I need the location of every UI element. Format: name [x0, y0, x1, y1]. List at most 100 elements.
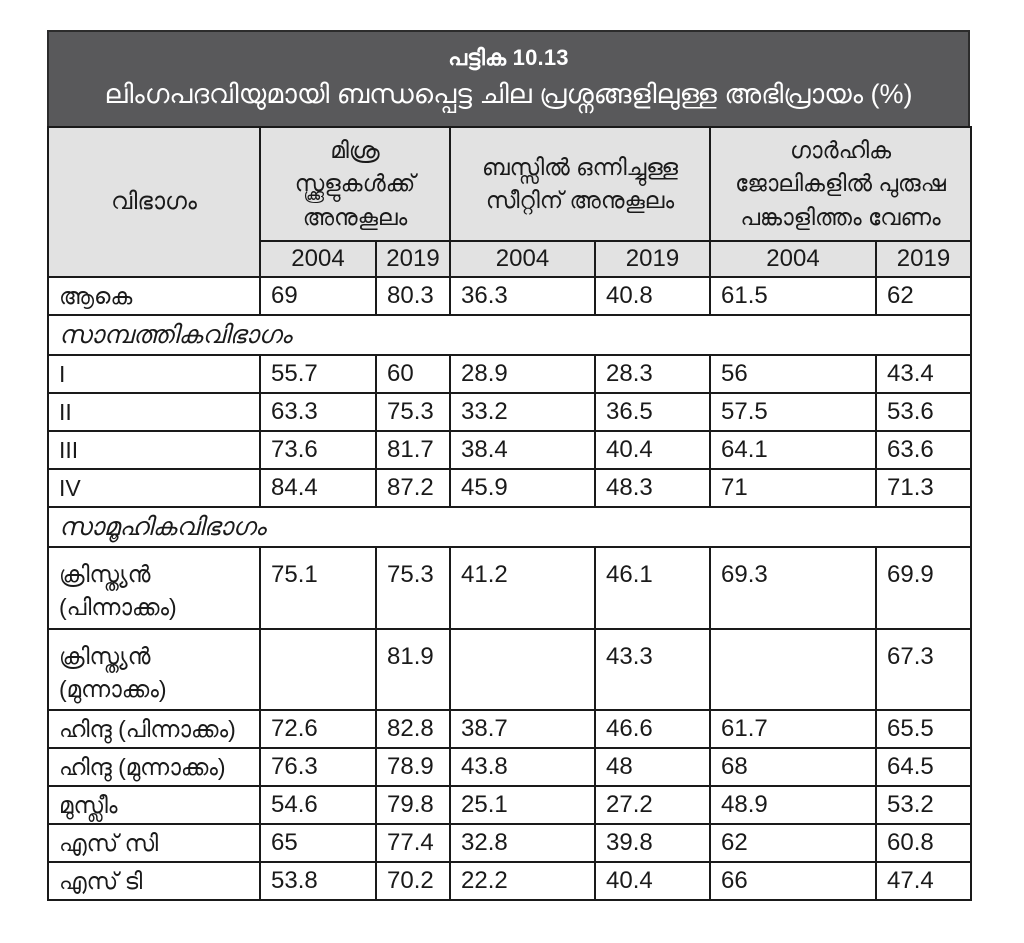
cell-value: 46.1	[594, 546, 711, 630]
cell-value: 80.3	[375, 276, 451, 317]
cell-value: 79.8	[375, 785, 451, 826]
cell-value: 65	[259, 823, 377, 864]
column-group-bus-seating: ബസ്സിൽ ഒന്നിച്ചുള്ള സീറ്റിന് അനുകൂലം	[449, 125, 711, 243]
year-header: 2004	[449, 240, 596, 279]
cell-value: 87.2	[375, 468, 451, 509]
cell-value: 65.5	[875, 709, 972, 750]
cell-value: 69.9	[875, 546, 972, 630]
table-row-hindu-forward: ഹിന്ദു (മുന്നാക്കം) 76.3 78.9 43.8 48 68…	[47, 747, 972, 788]
row-label: എസ് ടി	[47, 861, 261, 902]
year-header-row: 2004 2019 2004 2019 2004 2019	[48, 240, 972, 279]
cell-value: 28.3	[594, 354, 711, 395]
year-header: 2019	[875, 240, 972, 279]
cell-value: 64.5	[875, 747, 972, 788]
cell-value	[709, 627, 877, 712]
cell-value: 41.2	[449, 546, 596, 630]
cell-value: 40.4	[594, 430, 711, 471]
row-label: ഹിന്ദു (പിന്നാക്കം)	[47, 709, 261, 750]
year-header: 2004	[259, 240, 377, 279]
statistics-table: പട്ടിക 10.13 ലിംഗപദവിയുമായി ബന്ധപ്പെട്ട …	[47, 30, 972, 902]
table-row-total: ആകെ 69 80.3 36.3 40.8 61.5 62	[47, 276, 972, 317]
cell-value: 36.3	[449, 276, 596, 317]
table-row-quartile-3: III 73.6 81.7 38.4 40.4 64.1 63.6	[47, 430, 972, 471]
row-label: IV	[47, 468, 261, 509]
cell-value: 47.4	[875, 861, 972, 902]
cell-value: 40.4	[594, 861, 711, 902]
cell-value: 70.2	[375, 861, 451, 902]
row-label: ക്രിസ്ത്യൻ (പിന്നാക്കം)	[47, 546, 261, 630]
table-row-st: എസ് ടി 53.8 70.2 22.2 40.4 66 47.4	[47, 861, 972, 902]
cell-value: 38.4	[449, 430, 596, 471]
table-row-hindu-backward: ഹിന്ദു (പിന്നാക്കം) 72.6 82.8 38.7 46.6 …	[47, 709, 972, 750]
cell-value: 60.8	[875, 823, 972, 864]
table-row-quartile-2: II 63.3 75.3 33.2 36.5 57.5 53.6	[47, 392, 972, 433]
cell-value: 48.3	[594, 468, 711, 509]
cell-value: 69.3	[709, 546, 877, 630]
cell-value: 69	[259, 276, 377, 317]
cell-value: 45.9	[449, 468, 596, 509]
cell-value: 63.3	[259, 392, 377, 433]
column-group-male-participation-housework: ഗാർഹിക ജോലികളിൽ പുരുഷ പങ്കാളിത്തം വേണം	[709, 125, 972, 243]
cell-value	[449, 627, 596, 712]
row-label: ഹിന്ദു (മുന്നാക്കം)	[47, 747, 261, 788]
cell-value: 43.3	[594, 627, 711, 712]
column-header-category: വിഭാഗം	[47, 125, 261, 279]
year-header: 2019	[594, 240, 711, 279]
data-table: വിഭാഗം മിശ്ര സ്ക്കൂളുകൾക്ക് അനുകൂലം ബസ്സ…	[47, 125, 972, 902]
cell-value: 54.6	[259, 785, 377, 826]
cell-value	[259, 627, 377, 712]
cell-value: 28.9	[449, 354, 596, 395]
cell-value: 60	[375, 354, 451, 395]
cell-value: 53.2	[875, 785, 972, 826]
cell-value: 73.6	[259, 430, 377, 471]
section-row-social: സാമൂഹികവിഭാഗം	[47, 506, 972, 549]
cell-value: 39.8	[594, 823, 711, 864]
cell-value: 43.4	[875, 354, 972, 395]
cell-value: 53.6	[875, 392, 972, 433]
cell-value: 64.1	[709, 430, 877, 471]
cell-value: 46.6	[594, 709, 711, 750]
cell-value: 55.7	[259, 354, 377, 395]
table-row-quartile-4: IV 84.4 87.2 45.9 48.3 71 71.3	[47, 468, 972, 509]
cell-value: 77.4	[375, 823, 451, 864]
column-group-mixed-schools: മിശ്ര സ്ക്കൂളുകൾക്ക് അനുകൂലം	[259, 125, 451, 243]
row-label: III	[47, 430, 261, 471]
cell-value: 75.1	[259, 546, 377, 630]
cell-value: 75.3	[375, 546, 451, 630]
cell-value: 66	[709, 861, 877, 902]
row-label: ആകെ	[47, 276, 261, 317]
cell-value: 57.5	[709, 392, 877, 433]
cell-value: 48.9	[709, 785, 877, 826]
cell-value: 71.3	[875, 468, 972, 509]
cell-value: 81.9	[375, 627, 451, 712]
row-label: ക്രിസ്ത്യൻ (മുന്നാക്കം)	[47, 627, 261, 712]
cell-value: 78.9	[375, 747, 451, 788]
row-label: II	[47, 392, 261, 433]
cell-value: 32.8	[449, 823, 596, 864]
section-label: സാമ്പത്തികവിഭാഗം	[47, 314, 972, 357]
cell-value: 38.7	[449, 709, 596, 750]
cell-value: 84.4	[259, 468, 377, 509]
cell-value: 61.5	[709, 276, 877, 317]
cell-value: 72.6	[259, 709, 377, 750]
table-number: പട്ടിക 10.13	[448, 45, 569, 70]
cell-value: 56	[709, 354, 877, 395]
cell-value: 48	[594, 747, 711, 788]
cell-value: 76.3	[259, 747, 377, 788]
year-header: 2004	[709, 240, 877, 279]
cell-value: 36.5	[594, 392, 711, 433]
table-title: ലിംഗപദവിയുമായി ബന്ധപ്പെട്ട ചില പ്രശ്നങ്ങ…	[104, 79, 913, 109]
cell-value: 43.8	[449, 747, 596, 788]
cell-value: 67.3	[875, 627, 972, 712]
cell-value: 53.8	[259, 861, 377, 902]
cell-value: 25.1	[449, 785, 596, 826]
table-row-christian-forward: ക്രിസ്ത്യൻ (മുന്നാക്കം) 81.9 43.3 67.3	[47, 627, 972, 712]
cell-value: 71	[709, 468, 877, 509]
group-header-row: വിഭാഗം മിശ്ര സ്ക്കൂളുകൾക്ക് അനുകൂലം ബസ്സ…	[47, 125, 972, 279]
section-row-economic: സാമ്പത്തികവിഭാഗം	[47, 314, 972, 357]
table-row-christian-backward: ക്രിസ്ത്യൻ (പിന്നാക്കം) 75.1 75.3 41.2 4…	[47, 546, 972, 630]
cell-value: 75.3	[375, 392, 451, 433]
cell-value: 62	[875, 276, 972, 317]
cell-value: 63.6	[875, 430, 972, 471]
